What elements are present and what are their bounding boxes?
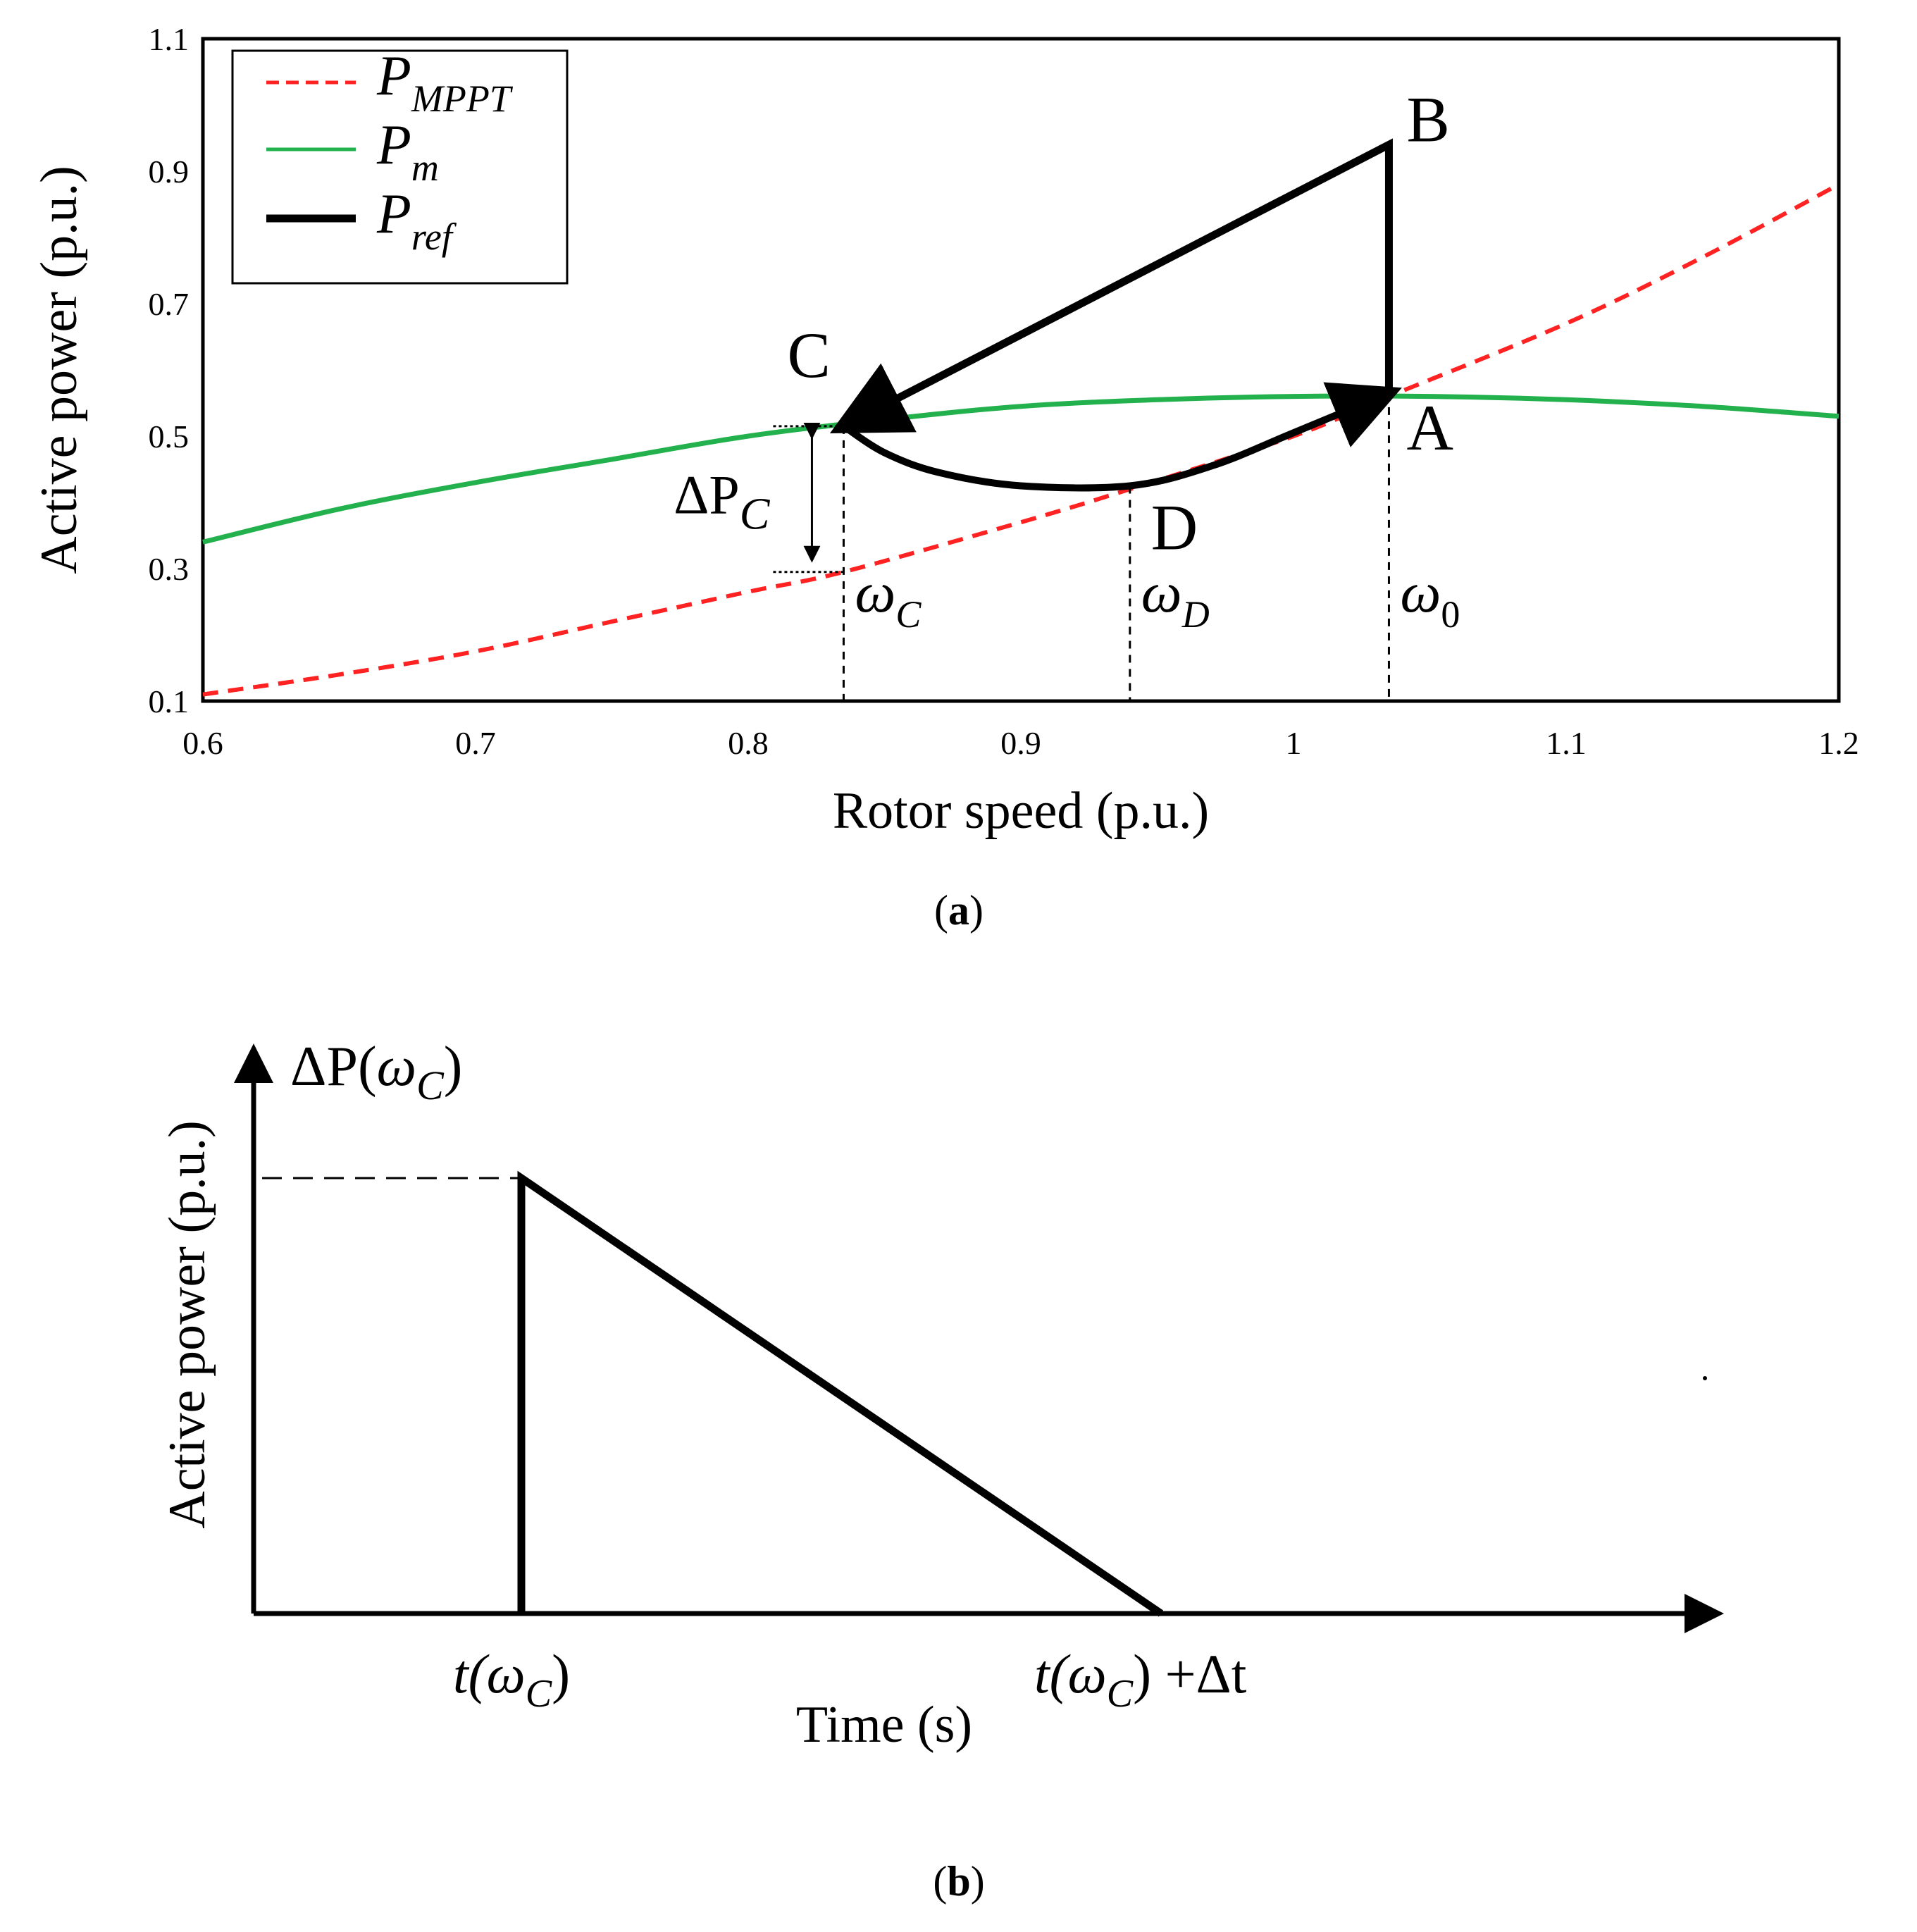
marker-label-omega-c: ωC [855,560,922,636]
y-axis-label-b: Active power (p.u.) [159,1120,216,1528]
delta-pc-label: ΔPC [674,464,771,538]
point-label-a: A [1406,392,1453,464]
y-axis-ticks-a: 0.1 0.3 0.5 0.7 0.9 1.1 [149,21,190,719]
y-tick-label: 0.5 [149,419,190,454]
marker-label-omega-d: ωD [1141,560,1210,636]
caption-b: (b) [933,1858,984,1905]
y-tick-label: 0.1 [149,683,190,719]
point-label-b: B [1406,83,1449,155]
x-axis-label-a: Rotor speed (p.u.) [833,782,1209,840]
x-label-t-omega-c: t(ωC) [453,1643,570,1716]
y-axis-label-a: Active power (p.u.) [30,166,88,574]
panel-a-chart: 0.1 0.3 0.5 0.7 0.9 1.1 0.6 0.7 0.8 0.9 1 1.1 1.2 R… [30,21,1859,934]
x-tick-label: 0.8 [728,725,769,761]
x-tick-label: 1.2 [1818,725,1859,761]
x-axis-ticks-a: 0.6 0.7 0.8 0.9 1 1.1 1.2 [182,725,1859,761]
x-tick-label: 0.6 [182,725,223,761]
legend-a: PMPPT Pm Pref [231,45,569,285]
caption-a: (a) [934,887,984,934]
stray-dot [1703,1376,1707,1380]
pref-path-c-to-a [841,382,1402,492]
legend-box [231,49,569,285]
plot-a-frame [201,37,1841,703]
x-tick-label: 0.9 [1000,725,1041,761]
legend-label-pref: Pref [376,183,457,258]
x-tick-label: 1 [1286,725,1302,761]
peak-label: ΔP(ωC) [290,1036,462,1108]
marker-label-omega-0: ω0 [1400,560,1460,636]
x-axis-label-b: Time (s) [796,1696,972,1754]
series-pm-line [202,393,1840,545]
point-label-d: D [1151,492,1198,564]
x-tick-label: 1.1 [1546,725,1587,761]
delta-p-profile [517,1170,1164,1617]
y-tick-label: 0.7 [149,286,190,322]
legend-label-pm: Pm [376,114,439,189]
x-label-t-omega-c-plus-dt: t(ωC) +Δt [1034,1643,1247,1716]
point-label-c: C [787,319,830,391]
y-tick-label: 0.9 [149,154,190,190]
y-tick-label: 0.3 [149,551,190,587]
pref-path-a-to-c [829,138,1393,433]
panel-b-chart: Active power (p.u.) Time (s) ΔP(ωC) t(ωC… [159,1036,1724,1905]
x-tick-label: 0.7 [455,725,496,761]
legend-label-pmppt: PMPPT [376,45,514,120]
y-tick-label: 1.1 [149,21,190,57]
